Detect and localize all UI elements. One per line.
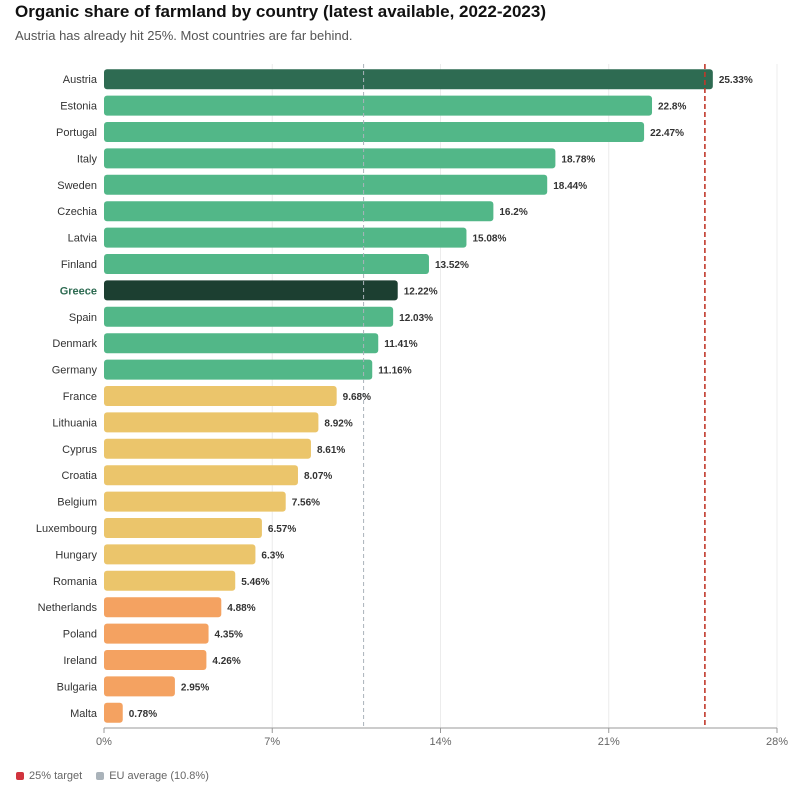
legend: 25% target EU average (10.8%) bbox=[16, 770, 209, 782]
value-label: 0.78% bbox=[129, 709, 157, 720]
category-label: France bbox=[63, 391, 97, 403]
category-label: Greece bbox=[60, 285, 97, 297]
category-label: Germany bbox=[52, 365, 98, 377]
chart-subtitle: Austria has already hit 25%. Most countr… bbox=[15, 28, 353, 43]
bar-denmark bbox=[104, 333, 379, 354]
category-label: Spain bbox=[69, 312, 97, 324]
value-label: 8.92% bbox=[324, 418, 352, 429]
legend-item-average: EU average (10.8%) bbox=[96, 770, 209, 782]
category-label: Finland bbox=[61, 259, 97, 271]
value-label: 8.07% bbox=[304, 471, 332, 482]
category-label: Romania bbox=[53, 576, 98, 588]
bar-malta bbox=[104, 702, 123, 723]
value-label: 5.46% bbox=[241, 577, 269, 588]
category-label: Belgium bbox=[57, 497, 97, 509]
label-layer: Austria 25.33% Estonia 22.8% Portugal 22.47% I… bbox=[36, 74, 753, 720]
bar-spain bbox=[104, 306, 394, 327]
x-tick-label: 21% bbox=[598, 736, 620, 748]
bar-czechia bbox=[104, 201, 494, 222]
legend-label-target: 25% target bbox=[29, 770, 83, 782]
bar-chart: Austria 25.33% Estonia 22.8% Portugal 22.47% I… bbox=[36, 64, 788, 748]
bar-germany bbox=[104, 359, 373, 380]
value-label: 6.57% bbox=[268, 524, 296, 535]
bar-estonia bbox=[104, 95, 653, 116]
legend-item-target: 25% target bbox=[16, 770, 82, 782]
bar-finland bbox=[104, 254, 429, 274]
value-label: 6.3% bbox=[261, 550, 284, 561]
bar-poland bbox=[104, 623, 209, 644]
category-label: Latvia bbox=[68, 233, 98, 245]
bar-layer bbox=[104, 69, 713, 723]
category-label: Estonia bbox=[60, 101, 98, 113]
x-tick-label: 28% bbox=[766, 736, 788, 748]
bar-hungary bbox=[104, 544, 256, 565]
bar-sweden bbox=[104, 174, 548, 195]
value-label: 11.16% bbox=[378, 366, 411, 377]
category-label: Lithuania bbox=[52, 417, 98, 429]
category-label: Cyprus bbox=[62, 444, 97, 456]
bar-latvia bbox=[104, 227, 467, 248]
category-label: Austria bbox=[63, 74, 98, 86]
bar-italy bbox=[104, 148, 556, 169]
category-label: Malta bbox=[70, 708, 98, 720]
value-label: 15.08% bbox=[472, 234, 506, 245]
bar-luxembourg bbox=[104, 518, 262, 538]
x-tick-label: 7% bbox=[264, 736, 280, 748]
value-label: 7.56% bbox=[292, 498, 320, 509]
bar-lithuania bbox=[104, 412, 319, 433]
category-label: Czechia bbox=[57, 206, 98, 218]
category-label: Bulgaria bbox=[57, 681, 98, 693]
category-label: Denmark bbox=[52, 338, 97, 350]
value-label: 8.61% bbox=[317, 445, 345, 456]
bar-austria bbox=[104, 69, 713, 90]
bar-greece bbox=[104, 280, 398, 301]
bar-romania bbox=[104, 570, 236, 591]
category-label: Poland bbox=[63, 629, 97, 641]
chart-title: Organic share of farmland by country (la… bbox=[15, 2, 546, 21]
category-label: Luxembourg bbox=[36, 523, 97, 535]
value-label: 4.88% bbox=[227, 603, 255, 614]
category-label: Portugal bbox=[56, 127, 97, 139]
x-tick-label: 14% bbox=[429, 736, 451, 748]
bar-portugal bbox=[104, 122, 645, 142]
value-label: 12.03% bbox=[399, 313, 433, 324]
value-label: 22.47% bbox=[650, 128, 684, 139]
legend-swatch-average bbox=[96, 772, 105, 780]
category-label: Hungary bbox=[55, 549, 97, 561]
value-label: 11.41% bbox=[384, 339, 417, 350]
reference-lines bbox=[363, 64, 706, 728]
legend-label-average: EU average (10.8%) bbox=[109, 770, 209, 782]
value-label: 2.95% bbox=[181, 682, 209, 693]
value-label: 22.8% bbox=[658, 102, 686, 113]
x-axis: 0% 7% 14% 21% 28% bbox=[96, 727, 788, 748]
value-label: 18.78% bbox=[561, 154, 595, 165]
category-label: Netherlands bbox=[38, 602, 98, 614]
category-label: Ireland bbox=[63, 655, 97, 667]
value-label: 12.22% bbox=[404, 286, 438, 297]
value-label: 25.33% bbox=[719, 75, 753, 86]
category-label: Sweden bbox=[57, 180, 97, 192]
bar-france bbox=[104, 386, 337, 406]
bar-bulgaria bbox=[104, 676, 175, 697]
value-label: 9.68% bbox=[343, 392, 371, 403]
bar-belgium bbox=[104, 491, 286, 512]
bar-croatia bbox=[104, 465, 298, 486]
legend-swatch-target bbox=[16, 772, 24, 780]
category-label: Croatia bbox=[62, 470, 98, 482]
value-label: 13.52% bbox=[435, 260, 469, 271]
value-label: 18.44% bbox=[553, 181, 587, 192]
value-label: 4.35% bbox=[215, 630, 243, 641]
category-label: Italy bbox=[77, 153, 98, 165]
bar-netherlands bbox=[104, 597, 222, 618]
value-label: 4.26% bbox=[212, 656, 240, 667]
value-label: 16.2% bbox=[499, 207, 527, 218]
x-tick-label: 0% bbox=[96, 736, 112, 748]
bar-ireland bbox=[104, 650, 207, 670]
bar-cyprus bbox=[104, 438, 311, 459]
